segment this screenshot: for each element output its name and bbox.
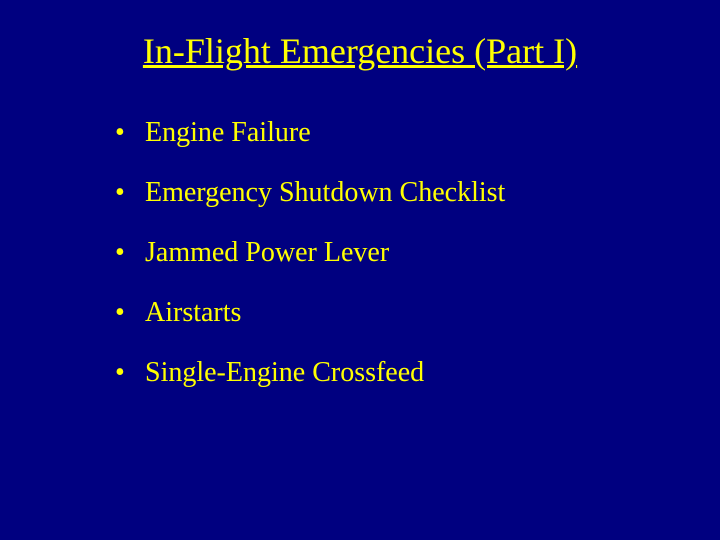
- bullet-item: Airstarts: [115, 297, 635, 329]
- bullet-list: Engine Failure Emergency Shutdown Checkl…: [85, 117, 635, 389]
- slide-container: In-Flight Emergencies (Part I) Engine Fa…: [0, 0, 720, 540]
- bullet-item: Single-Engine Crossfeed: [115, 357, 635, 389]
- slide-title: In-Flight Emergencies (Part I): [85, 30, 635, 72]
- bullet-item: Jammed Power Lever: [115, 237, 635, 269]
- bullet-item: Engine Failure: [115, 117, 635, 149]
- bullet-item: Emergency Shutdown Checklist: [115, 177, 635, 209]
